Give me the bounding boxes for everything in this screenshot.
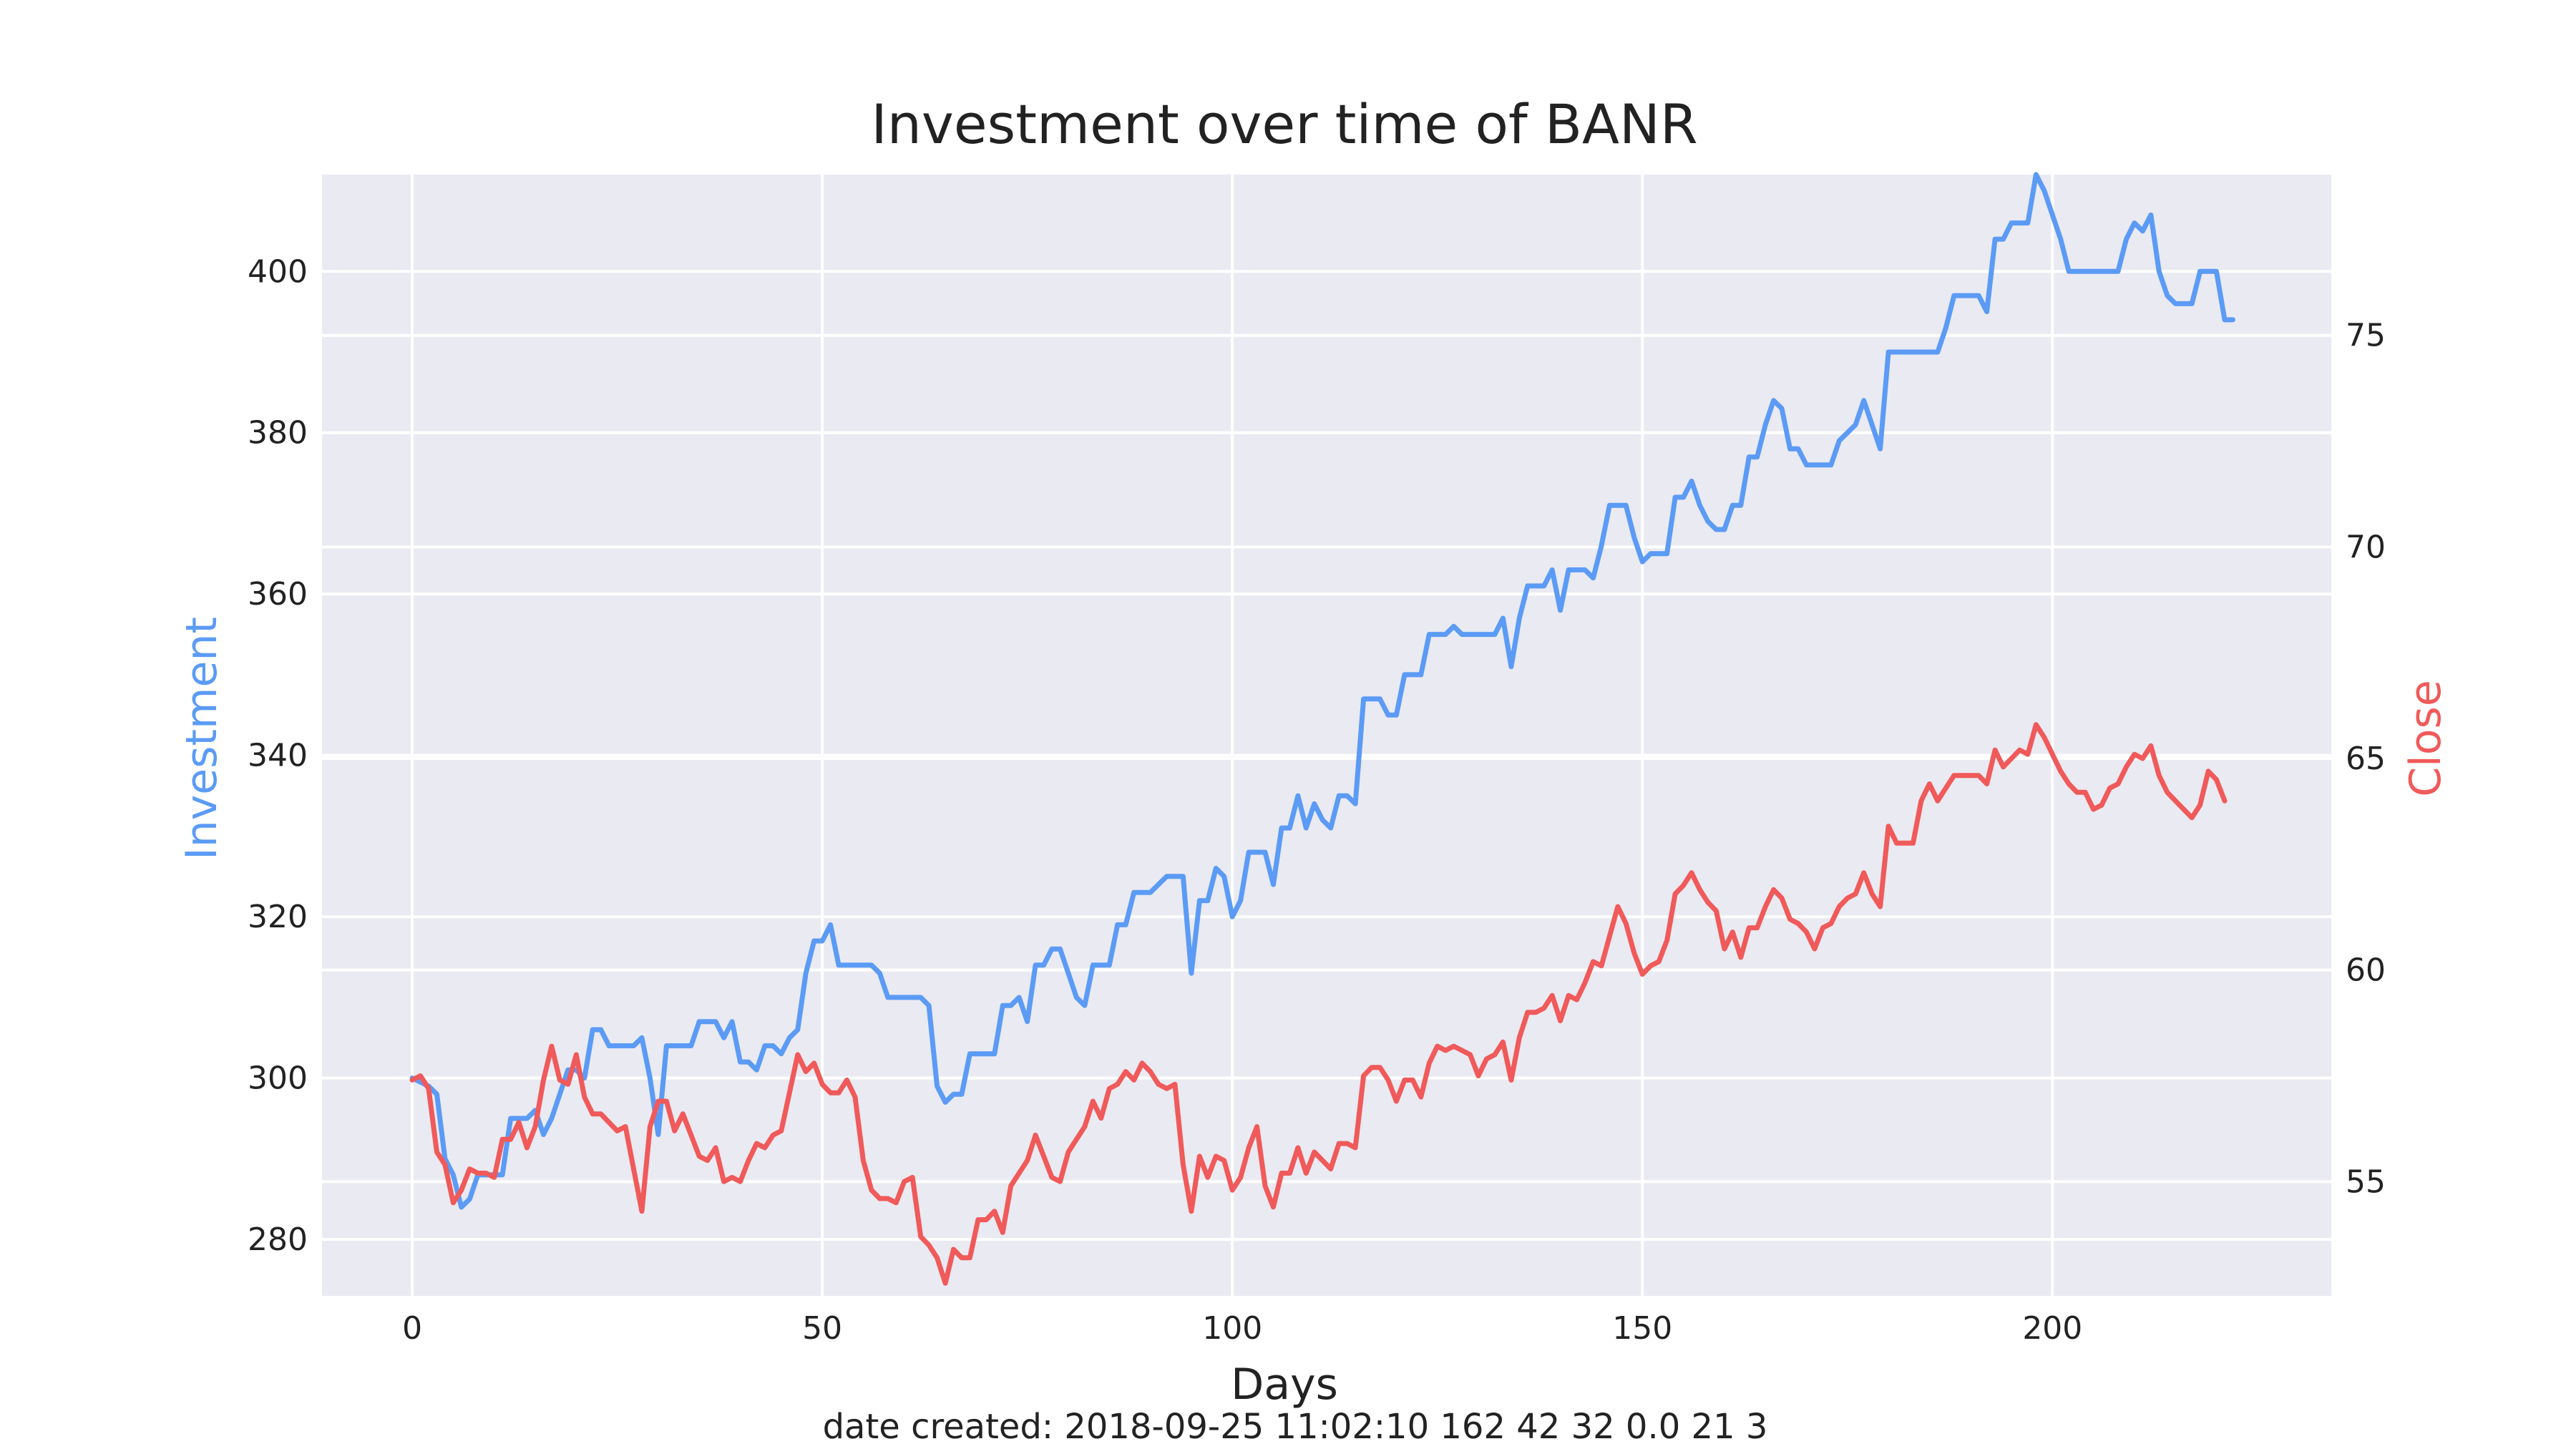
x-tick-label: 200 xyxy=(2022,1310,2082,1347)
chart-title: Investment over time of BANR xyxy=(871,92,1697,156)
x-tick-label: 0 xyxy=(402,1310,422,1347)
y-axis-label-right: Close xyxy=(2401,680,2451,796)
y-left-tick-label: 400 xyxy=(248,253,308,290)
y-left-tick-label: 280 xyxy=(248,1221,308,1258)
y-right-tick-label: 60 xyxy=(2346,952,2386,989)
x-tick-label: 100 xyxy=(1202,1310,1262,1347)
x-tick-label: 150 xyxy=(1612,1310,1672,1347)
y-right-tick-label: 75 xyxy=(2346,318,2386,354)
series-line-investment xyxy=(409,172,2235,1210)
x-axis-label: Days xyxy=(1231,1360,1338,1410)
y-right-tick-label: 70 xyxy=(2346,529,2386,565)
y-left-tick-label: 380 xyxy=(248,415,308,452)
y-left-tick-label: 340 xyxy=(248,738,308,774)
series-line-close xyxy=(409,722,2228,1286)
y-axis-label-left: Investment xyxy=(177,617,227,860)
y-left-tick-label: 320 xyxy=(248,899,308,935)
y-left-tick-label: 360 xyxy=(248,576,308,613)
y-right-tick-label: 65 xyxy=(2346,741,2386,777)
footer-text: date created: 2018-09-25 11:02:10 162 42… xyxy=(823,1407,1768,1447)
x-tick-label: 50 xyxy=(802,1310,842,1347)
y-right-tick-label: 55 xyxy=(2346,1163,2386,1200)
y-left-tick-label: 300 xyxy=(248,1060,308,1097)
